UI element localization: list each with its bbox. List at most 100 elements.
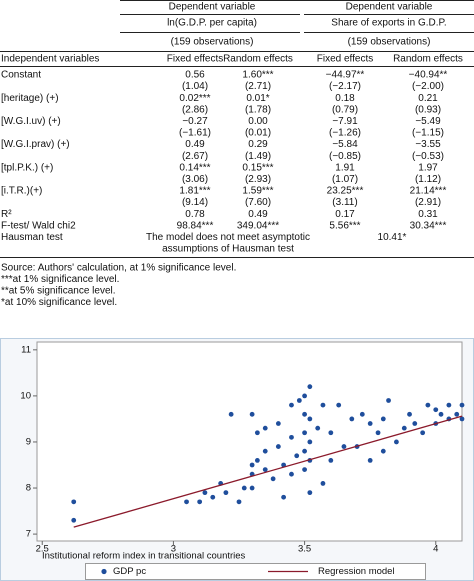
data-point [71, 517, 77, 523]
coefficient: 0.14*** [179, 162, 210, 173]
coefficient: 0.49 [185, 139, 205, 150]
coefficient: 0.21 [418, 93, 438, 104]
t-statistic: (3.11) [332, 197, 357, 208]
footnote: ***at 1% significance level. [1, 274, 119, 285]
y-tick-label: 11 [21, 344, 31, 355]
hausman-value: 10.41* [378, 232, 407, 243]
data-point [302, 393, 307, 399]
coefficient: 1.97 [418, 162, 438, 173]
t-statistic: (1.49) [245, 151, 271, 162]
coefficient: 1.81*** [179, 186, 210, 197]
regression-line [73, 415, 463, 528]
coefficient: 98.84*** [177, 220, 214, 231]
row-label: R² [1, 209, 12, 220]
data-point [412, 421, 418, 426]
coefficient: 30.34*** [410, 220, 447, 231]
data-point [307, 490, 313, 496]
t-statistic: (7.60) [245, 197, 271, 208]
coefficient: 0.78 [185, 209, 205, 220]
t-statistic: (3.06) [182, 174, 208, 185]
footnote: Source: Authors' calculation, at 1% sign… [1, 263, 236, 274]
t-statistic: (2.71) [245, 81, 271, 92]
t-statistic: (−2.17) [329, 81, 361, 92]
data-point [407, 411, 412, 417]
coefficient: −5.49 [415, 116, 441, 127]
data-point [236, 499, 242, 505]
data-point [307, 416, 313, 422]
data-point [320, 402, 326, 408]
coefficient: 0.56 [185, 70, 205, 81]
data-point [420, 430, 426, 436]
coefficient: 0.01* [246, 93, 269, 104]
data-point [446, 402, 452, 408]
plot-area [36, 341, 463, 542]
data-point [275, 421, 281, 426]
column-header: Independent variables [1, 54, 99, 65]
row-label: [heritage) (+) [1, 93, 59, 104]
coefficient: −5.84 [332, 139, 358, 150]
coefficient: −0.27 [182, 116, 208, 127]
observations: (159 observations) [348, 37, 431, 48]
data-point [275, 444, 281, 449]
coefficient: 0.31 [418, 209, 438, 220]
t-statistic: (1.12) [415, 174, 441, 185]
coefficient: 1.60*** [242, 70, 273, 81]
observations: (159 observations) [171, 37, 254, 48]
t-statistic: (1.78) [245, 104, 271, 115]
coefficient: 23.25*** [327, 186, 364, 197]
data-point [249, 411, 255, 417]
data-point [459, 402, 465, 408]
data-point [307, 384, 313, 390]
coefficient: 21.14*** [410, 186, 447, 197]
row-label: [i.T.R.)(+) [1, 186, 42, 197]
t-statistic: (−2.00) [412, 81, 444, 92]
row-label: Constant [1, 70, 41, 81]
data-point [336, 402, 342, 408]
coefficient: 0.15*** [242, 162, 273, 173]
data-point [249, 485, 255, 491]
t-statistic: (−0.53) [412, 151, 444, 162]
group-header: Dependent variable [169, 2, 256, 13]
data-point [380, 448, 386, 454]
data-point [328, 430, 334, 436]
data-point [302, 430, 307, 436]
data-point [380, 416, 386, 422]
t-statistic: (1.04) [182, 81, 208, 92]
t-statistic: (−1.26) [329, 128, 361, 139]
coefficient: 0.00 [248, 116, 268, 127]
row-label: F-test/ Wald chi2 [1, 220, 76, 231]
x-axis-label: Institutional reform index in transition… [42, 551, 246, 562]
row-label: Hausman test [1, 232, 63, 243]
column-header: Random effects [223, 54, 293, 65]
x-tick-label: 4 [433, 544, 438, 555]
column-header: Fixed effects [167, 54, 224, 65]
data-point [375, 430, 381, 436]
data-point [433, 407, 439, 413]
t-statistic: (−1.15) [412, 128, 444, 139]
row-label: [tpl.P.K.) (+) [1, 162, 53, 173]
data-point [394, 439, 399, 445]
data-point [302, 467, 307, 472]
hausman-note: assumptions of Hausman test [162, 244, 294, 255]
data-point [262, 425, 268, 431]
row-label: [W.G.I.uv) (+) [1, 116, 61, 127]
footnote: *at 10% significance level. [1, 297, 117, 308]
y-tick-label: 9 [26, 436, 31, 447]
data-point [367, 457, 373, 463]
data-point [296, 398, 302, 403]
t-statistic: (−0.85) [329, 151, 361, 162]
coefficient: 0.49 [248, 209, 268, 220]
legend-swatch [101, 568, 107, 575]
data-point [262, 448, 268, 454]
data-point [197, 499, 203, 505]
data-point [302, 448, 307, 454]
coefficient: −40.94** [409, 70, 448, 81]
data-point [254, 430, 260, 436]
y-tick-label: 7 [26, 529, 31, 540]
coefficient: 0.29 [248, 139, 268, 150]
data-point [270, 476, 276, 482]
data-point [184, 499, 189, 505]
x-tick-label: 3 [171, 544, 176, 555]
data-point [320, 481, 326, 486]
y-tick-label: 8 [26, 483, 31, 494]
